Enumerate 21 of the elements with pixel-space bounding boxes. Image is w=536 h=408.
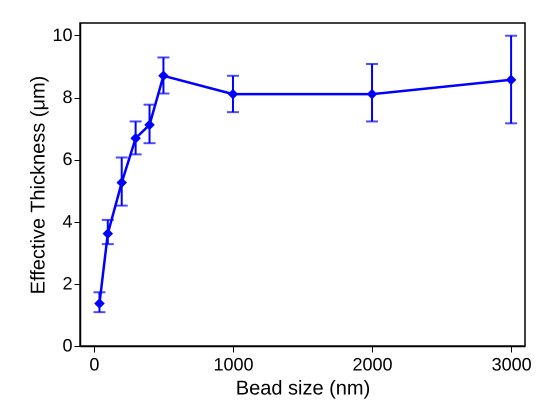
point bbox=[116, 177, 127, 188]
x-axis-title: Bead size (nm) bbox=[236, 378, 370, 400]
x-tick-label: 3000 bbox=[492, 354, 532, 374]
point bbox=[144, 120, 155, 130]
x-tick-label: 2000 bbox=[352, 354, 393, 374]
y-tick-label: 0 bbox=[62, 336, 72, 356]
point bbox=[228, 88, 238, 100]
point bbox=[366, 88, 378, 100]
y-tick-label: 2 bbox=[62, 273, 72, 294]
point bbox=[506, 74, 516, 86]
y-tick-label: 10 bbox=[52, 24, 72, 45]
point bbox=[94, 298, 105, 309]
y-tick-label: 4 bbox=[62, 211, 72, 232]
x-tick-label: 1000 bbox=[213, 354, 254, 374]
x-tick-label: 0 bbox=[89, 354, 100, 374]
y-tick-label: 6 bbox=[62, 149, 72, 170]
point bbox=[158, 70, 169, 82]
point bbox=[130, 132, 141, 144]
point bbox=[102, 228, 114, 239]
y-axis-title: Effective Thickness (μm) bbox=[27, 76, 50, 294]
y-tick-label: 8 bbox=[62, 87, 72, 108]
